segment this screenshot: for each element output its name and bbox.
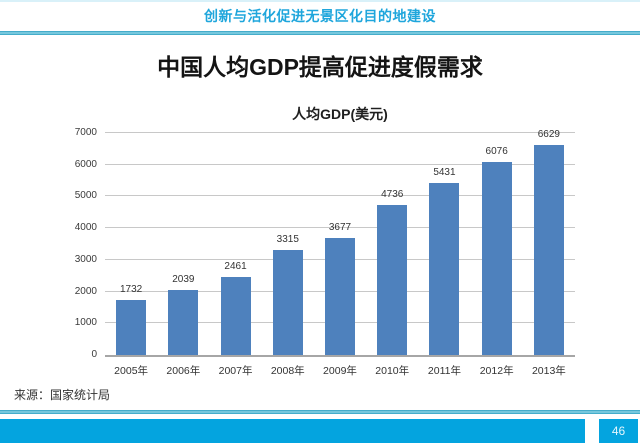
x-axis-label: 2010年 [375,365,410,377]
header-divider [0,31,640,35]
bar-2010年 [377,204,408,355]
y-axis-tick-label: 0 [91,349,97,360]
bar-2011年 [429,182,460,355]
bar-value-label: 3315 [276,233,299,245]
page-number: 46 [611,424,626,438]
bar-value-label: 5431 [433,166,456,178]
bar-value-label: 4736 [381,188,404,200]
x-axis-label: 2013年 [531,365,566,377]
y-axis-tick-label: 1000 [74,317,97,329]
gridline [105,227,575,229]
footer-bar [0,419,585,443]
gridline [105,132,575,133]
x-axis-label: 2009年 [323,365,357,377]
top-border-line [0,0,640,2]
bar-value-label: 3677 [328,222,352,234]
bar-2005年 [116,300,147,355]
y-axis-tick-label: 7000 [74,127,97,138]
x-axis-label: 2011年 [427,365,461,377]
bar-2008年 [272,249,303,355]
y-axis-tick-label: 2000 [74,285,97,297]
x-axis-label: 2007年 [218,365,253,377]
page-title: 中国人均GDP提高促进度假需求 [157,54,483,80]
page-number-badge: 46 [599,419,638,443]
footer-divider [0,410,640,414]
bar-2009年 [325,238,355,355]
chart-title: 人均GDP(美元) [292,106,388,122]
x-axis-label: 2012年 [479,365,514,377]
bar-2006年 [168,290,199,355]
bar-value-label: 2461 [224,260,247,272]
bar-2013年 [533,144,564,355]
gridline [105,195,575,197]
gridline [105,163,575,165]
y-axis-tick-label: 5000 [74,190,97,202]
x-axis-label: 2005年 [114,365,149,377]
bar-value-label: 6076 [485,146,508,158]
y-axis-tick-label: 3000 [74,253,97,265]
y-axis-tick-label: 6000 [74,158,97,170]
bar-value-label: 1732 [119,284,143,296]
bar-2007年 [220,276,251,355]
bar-2012年 [481,162,512,355]
x-axis-label: 2006年 [166,365,201,377]
header-title: 创新与活化促进无景区化目的地建设 [204,8,436,24]
x-axis-label: 2008年 [270,365,305,377]
y-axis-tick-label: 4000 [74,222,97,234]
bar-value-label: 2039 [172,274,195,286]
bar-value-label: 6629 [537,128,560,140]
source-note: 来源：国家统计局 [14,388,111,402]
gdp-bar-chart-plot-area: 0 1000 2000 3000 4000 5000 6000 7000 1732 2005年 20… [75,127,575,377]
